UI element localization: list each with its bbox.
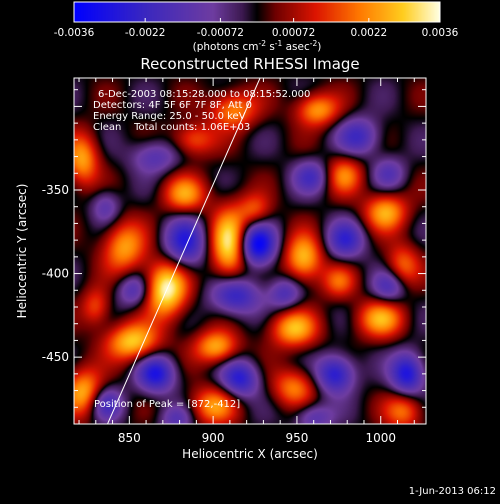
colorbar-frame bbox=[73, 1, 441, 23]
unit-exp-2: -2 bbox=[310, 39, 318, 48]
x-axis-label: Heliocentric X (arcsec) bbox=[182, 447, 318, 461]
y-axis: -450 -400 -350 bbox=[42, 89, 426, 425]
unit-exp-1: -1 bbox=[275, 39, 283, 48]
chart-title: Reconstructed RHESSI Image bbox=[140, 55, 359, 73]
colorbar-tick-label: -0.00072 bbox=[197, 27, 244, 39]
x-tick-label: 900 bbox=[202, 431, 225, 445]
y-tick-label: -350 bbox=[42, 183, 69, 197]
solar-limb-line bbox=[107, 78, 261, 424]
footer-timestamp: 1-Jun-2013 06:12 bbox=[409, 486, 496, 497]
y-axis-label: Heliocentric Y (arcsec) bbox=[15, 184, 29, 319]
colorbar-tick-label: 0.0036 bbox=[422, 27, 459, 39]
unit-exp-0: -2 bbox=[259, 39, 267, 48]
annotation-block: 6-Dec-2003 08:15:28.000 to 08:15:52.000 … bbox=[93, 89, 310, 410]
x-tick-label: 850 bbox=[118, 431, 141, 445]
unit-part-3: ) bbox=[317, 41, 321, 53]
y-tick-label: -450 bbox=[42, 350, 69, 364]
colorbar-ticks: -0.0036 -0.0022 -0.00072 0.00072 0.0022 0.003… bbox=[54, 18, 459, 39]
x-tick-label: 1000 bbox=[365, 431, 396, 445]
x-axis: 850 900 950 1000 bbox=[78, 78, 415, 445]
unit-part-2: asec bbox=[282, 41, 310, 53]
annotation-time-range: 6-Dec-2003 08:15:28.000 to 08:15:52.000 bbox=[98, 89, 310, 100]
colorbar-tick-label: -0.0036 bbox=[54, 27, 95, 39]
peak-position-label: Position of Peak = [872,-412] bbox=[94, 399, 240, 410]
unit-part-1: s bbox=[266, 41, 275, 53]
x-tick-label: 950 bbox=[285, 431, 308, 445]
colorbar-unit: (photons cm-2 s-1 asec-2) bbox=[193, 39, 322, 53]
annotation-energy: Energy Range: 25.0 - 50.0 keV bbox=[93, 111, 246, 122]
colorbar-tick-label: 0.00072 bbox=[272, 27, 315, 39]
y-tick-label: -400 bbox=[42, 267, 69, 281]
annotation-counts: Clean Total counts: 1.06E+03 bbox=[93, 122, 250, 133]
colorbar: -0.0036 -0.0022 -0.00072 0.00072 0.0022 0.003… bbox=[54, 1, 459, 53]
colorbar-tick-label: -0.0022 bbox=[125, 27, 166, 39]
plot-frame bbox=[73, 77, 427, 425]
colorbar-tick-label: 0.0022 bbox=[350, 27, 387, 39]
unit-part-0: (photons cm bbox=[193, 41, 259, 53]
annotation-detectors: Detectors: 4F 5F 6F 7F 8F, Att 0 bbox=[93, 100, 252, 111]
